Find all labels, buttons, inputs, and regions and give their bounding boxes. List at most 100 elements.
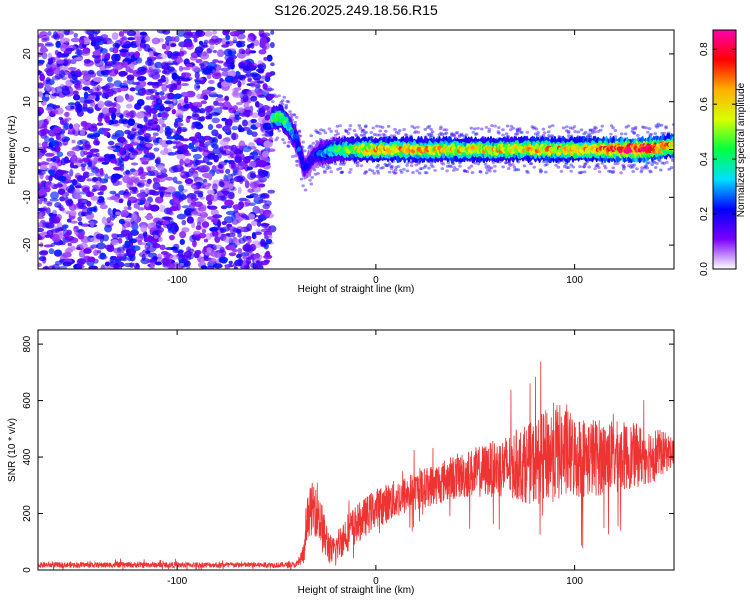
spectrogram-noise-cell [231, 132, 237, 141]
spectrogram-noise-cell [184, 260, 191, 267]
spectrogram-noise-cell [246, 172, 256, 181]
y-tick-label: 0 [22, 146, 33, 152]
spectrogram-noise-cell [59, 207, 65, 212]
spectrogram-spread-cell [517, 128, 522, 132]
spectrogram-noise-cell [208, 257, 217, 263]
spectrogram-noise-cell [124, 129, 131, 135]
spectrogram-noise-cell [88, 33, 95, 40]
spectrogram-noise-cell [50, 140, 59, 147]
spectrogram-spread-cell [622, 165, 627, 169]
snr-y-label: SNR (10 * v/v) [7, 418, 18, 482]
spectrogram-spread-cell [633, 127, 638, 131]
spectrogram-noise-cell [57, 175, 67, 182]
spectrogram-spread-cell [387, 170, 392, 174]
spectrogram-noise-cell [52, 229, 63, 237]
spectrogram-spread-cell [464, 133, 469, 137]
spectrogram-spread-cell [480, 127, 484, 131]
spectrogram-noise-cell [76, 258, 85, 267]
spectrogram-spread-cell [445, 169, 449, 173]
spectrogram-spread-cell [462, 169, 467, 173]
spectrogram-noise-cell [181, 219, 187, 226]
spectrogram-spread-cell [579, 128, 584, 132]
spectrogram-noise-cell [135, 236, 144, 242]
spectrogram-noise-cell [211, 230, 219, 237]
spectrogram-spread-cell [652, 160, 657, 164]
spectrogram-noise-cell [191, 65, 200, 72]
spectrogram-noise-cell [80, 128, 86, 137]
spectrogram-spread-cell [635, 167, 639, 171]
colorbar: 0.0 0.2 0.4 0.6 0.8 Normalized spectral ampl… [699, 29, 747, 276]
spectrogram-noise-cell [115, 43, 121, 48]
spectrogram-noise-cell [45, 77, 51, 83]
spectrogram-noise-cell [38, 256, 47, 262]
spectrogram-noise-cell [81, 165, 86, 172]
spectrogram-spread-cell [311, 141, 316, 145]
spectrogram-noise-cell [256, 64, 264, 69]
spectrogram-noise-cell [87, 109, 94, 113]
spectrogram-noise-cell [251, 131, 258, 137]
spectrogram-noise-cell [231, 213, 236, 221]
spectrogram-spread-cell [529, 162, 534, 166]
spectrogram-spread-cell [578, 165, 582, 169]
spectrogram-noise-cell [144, 35, 151, 42]
spectrogram-noise-cell [237, 161, 247, 167]
spectrogram-spread-cell [488, 169, 492, 173]
spectrogram-noise-cell [149, 169, 159, 177]
spectrogram-noise-cell [171, 72, 178, 80]
spectrogram-spread-cell [669, 166, 674, 170]
spectrogram-noise-cell [127, 196, 138, 204]
spectrogram-x-ticks: -100 0 100 [167, 30, 583, 286]
spectrogram-noise-cell [264, 87, 275, 92]
spectrogram-noise-cell [260, 223, 270, 227]
spectrogram-spread-cell [559, 169, 564, 173]
spectrogram-spread-cell [626, 124, 631, 128]
spectrogram-noise-cell [76, 140, 83, 146]
spectrogram-noise-cell [58, 265, 68, 269]
spectrogram-noise-cell [223, 124, 231, 133]
spectrogram-spread-cell [389, 165, 393, 169]
spectrogram-noise-cell [72, 90, 79, 96]
spectrogram-noise-cell [207, 123, 214, 131]
spectrogram-noise-cell [73, 123, 80, 132]
spectrogram-noise-cell [83, 58, 91, 64]
spectrogram-spread-cell [274, 95, 279, 99]
spectrogram-spread-cell [646, 130, 650, 134]
spectrogram-noise-cell [94, 181, 102, 190]
spectrogram-spread-cell [381, 132, 386, 136]
spectrogram-noise-cell [158, 91, 165, 96]
spectrogram-spread-cell [594, 164, 599, 168]
spectrogram-spread-cell [632, 131, 636, 135]
spectrogram-noise-cell [173, 35, 180, 43]
spectrogram-noise-cell [122, 175, 131, 184]
spectrogram-noise-cell [78, 37, 85, 45]
spectrogram-noise-cell [260, 238, 266, 247]
spectrogram-noise-cell [186, 246, 192, 253]
spectrogram-spread-cell [582, 170, 587, 174]
spectrogram-noise-cell [145, 165, 156, 171]
spectrogram-spread-cell [362, 134, 366, 138]
spectrogram-noise-cell [262, 122, 273, 131]
spectrogram-noise-cell [113, 80, 122, 88]
spectrogram-spread-cell [473, 161, 478, 165]
spectrogram-spread-cell [438, 127, 443, 131]
spectrogram-noise-cell [166, 262, 176, 269]
spectrogram-spread-cell [596, 130, 601, 134]
spectrogram-spread-cell [430, 130, 435, 134]
spectrogram-noise-cell [84, 30, 91, 35]
spectrogram-spread-cell [655, 161, 659, 165]
spectrogram-noise-cell [99, 48, 108, 54]
spectrogram-noise-cell [224, 264, 230, 269]
spectrogram-spread-cell [655, 125, 659, 129]
spectrogram-spread-cell [571, 127, 575, 131]
spectrogram-spread-cell [336, 167, 340, 171]
spectrogram-spread-cell [631, 127, 635, 131]
spectrogram-noise-cell [110, 239, 119, 246]
spectrogram-noise-cell [145, 214, 154, 220]
spectrogram-noise-cell [125, 103, 133, 109]
spectrogram-noise-cell [173, 93, 182, 100]
spectrogram-noise-cell [124, 244, 130, 249]
spectrogram-noise-cell [45, 106, 54, 111]
spectrogram-spread-cell [484, 165, 489, 169]
spectrogram-spread-cell [562, 164, 567, 168]
spectrogram-noise-cell [92, 85, 98, 93]
